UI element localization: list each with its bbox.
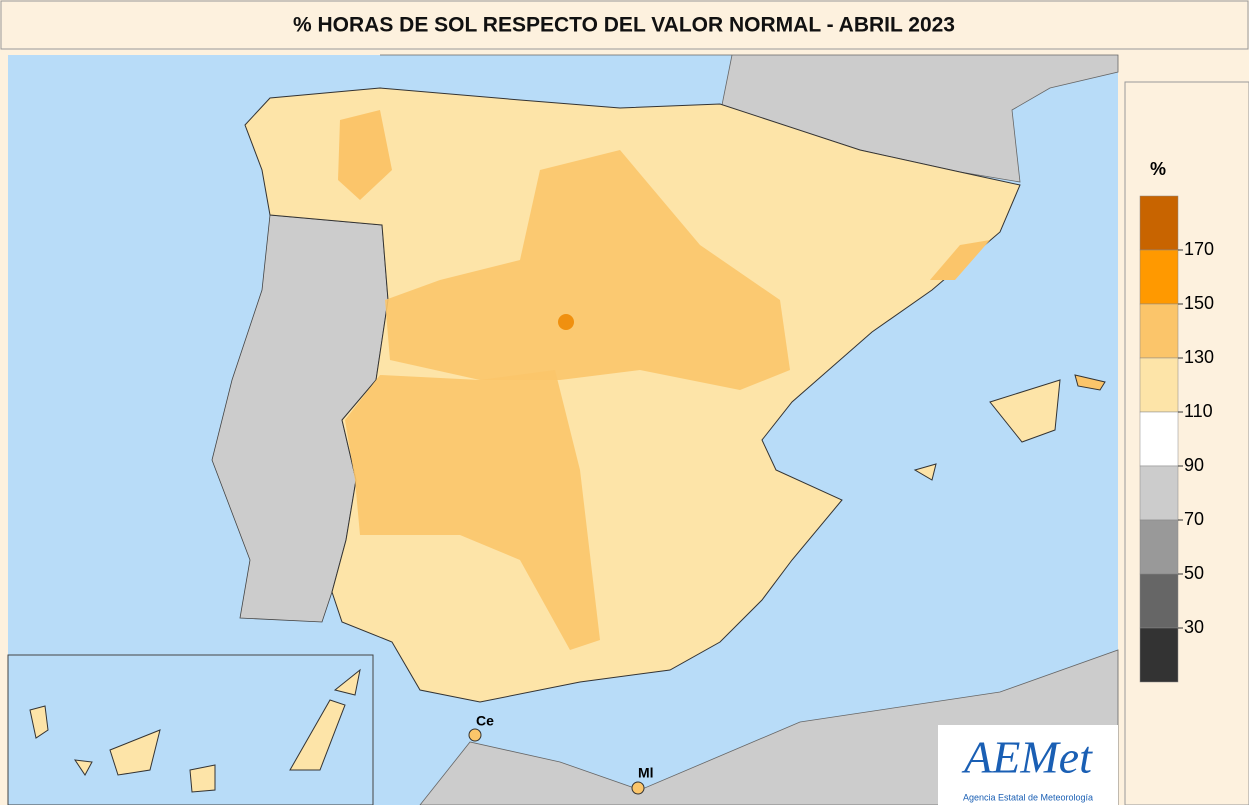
place-label: Ce xyxy=(476,713,494,729)
logo-subtitle: Agencia Estatal de Meteorología xyxy=(963,792,1093,802)
legend-swatch xyxy=(1140,196,1178,250)
legend-tick-label: 110 xyxy=(1184,401,1213,421)
melilla-marker xyxy=(632,782,644,794)
legend-swatch xyxy=(1140,466,1178,520)
title: % HORAS DE SOL RESPECTO DEL VALOR NORMAL… xyxy=(293,14,955,37)
legend-swatch xyxy=(1140,628,1178,682)
legend-swatch xyxy=(1140,412,1178,466)
ceuta-marker xyxy=(469,729,481,741)
legend-tick-label: 150 xyxy=(1184,293,1214,313)
place-label: Ml xyxy=(638,765,654,781)
legend-swatch xyxy=(1140,520,1178,574)
legend-title: % xyxy=(1150,159,1166,179)
legend-tick-label: 170 xyxy=(1184,239,1214,259)
legend-tick-label: 90 xyxy=(1184,455,1204,475)
legend-tick-label: 50 xyxy=(1184,563,1204,583)
map: Ce Ml AEMet Agencia Estatal de Meteorolo… xyxy=(8,55,1118,805)
peak-area xyxy=(558,314,574,330)
legend-tick-label: 30 xyxy=(1184,617,1204,637)
legend-swatch xyxy=(1140,358,1178,412)
legend-swatch xyxy=(1140,304,1178,358)
legend-tick-label: 130 xyxy=(1184,347,1214,367)
map-page: % HORAS DE SOL RESPECTO DEL VALOR NORMAL… xyxy=(0,0,1249,805)
legend-swatch xyxy=(1140,250,1178,304)
logo: AEMet xyxy=(961,732,1093,783)
legend-tick-label: 70 xyxy=(1184,509,1204,529)
legend-swatch xyxy=(1140,574,1178,628)
